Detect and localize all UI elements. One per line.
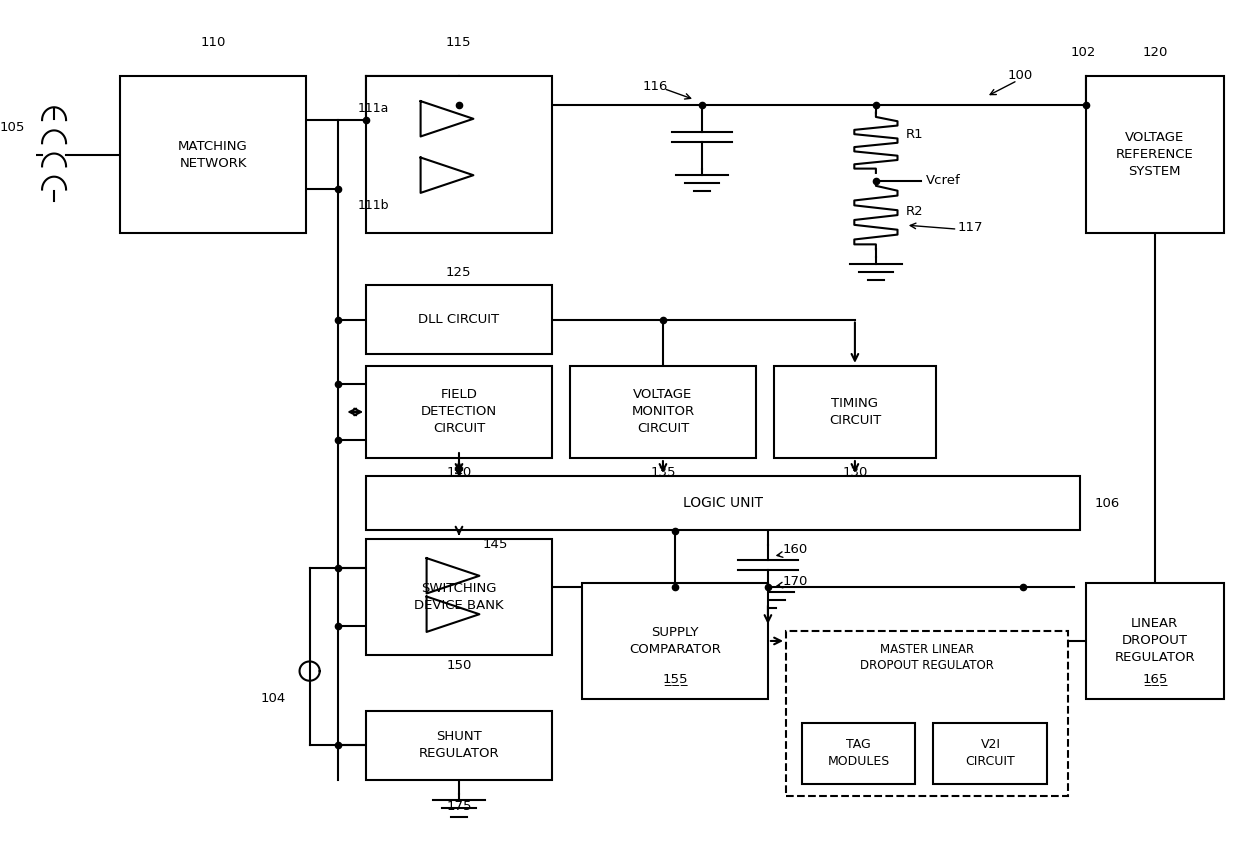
Text: R2: R2 <box>906 205 924 218</box>
Bar <box>366 285 552 354</box>
Text: 170: 170 <box>782 575 807 588</box>
Bar <box>120 77 306 233</box>
Text: MATCHING
NETWORK: MATCHING NETWORK <box>179 140 248 170</box>
Text: 145: 145 <box>484 538 508 551</box>
Bar <box>801 723 915 783</box>
Text: 150: 150 <box>446 659 471 673</box>
Text: 100: 100 <box>1007 69 1033 82</box>
Text: 130: 130 <box>842 466 868 479</box>
Text: VOLTAGE
MONITOR
CIRCUIT: VOLTAGE MONITOR CIRCUIT <box>631 388 694 436</box>
Text: TAG
MODULES: TAG MODULES <box>827 738 889 768</box>
Text: MASTER LINEAR
DROPOUT REGULATOR: MASTER LINEAR DROPOUT REGULATOR <box>861 643 993 672</box>
Text: V2I
CIRCUIT: V2I CIRCUIT <box>966 738 1016 768</box>
Bar <box>786 631 1068 796</box>
Text: VOLTAGE
REFERENCE
SYSTEM: VOLTAGE REFERENCE SYSTEM <box>1116 132 1194 178</box>
Bar <box>366 538 552 655</box>
Bar <box>774 365 936 458</box>
Bar <box>1086 582 1224 699</box>
Text: 105: 105 <box>0 121 25 133</box>
Text: 125: 125 <box>445 266 471 279</box>
Text: 111a: 111a <box>357 102 389 116</box>
Text: 140: 140 <box>446 466 471 479</box>
Bar <box>366 476 1080 531</box>
Text: 106: 106 <box>1094 496 1120 510</box>
Text: 1̲6̲5̲: 1̲6̲5̲ <box>1142 672 1168 684</box>
Text: R1: R1 <box>906 128 924 141</box>
Text: 155u: 155u <box>658 704 692 717</box>
Text: LOGIC UNIT: LOGIC UNIT <box>683 496 763 510</box>
Text: LINEAR
DROPOUT
REGULATOR: LINEAR DROPOUT REGULATOR <box>1115 618 1195 664</box>
Text: 160: 160 <box>782 543 807 556</box>
Text: SWITCHING
DEVICE BANK: SWITCHING DEVICE BANK <box>414 582 503 612</box>
Bar <box>366 365 552 458</box>
Text: 116: 116 <box>644 80 668 93</box>
Text: 104: 104 <box>260 691 286 705</box>
Text: 120: 120 <box>1142 46 1168 59</box>
Text: Vcref: Vcref <box>926 175 961 187</box>
Bar <box>366 77 552 233</box>
Text: 135: 135 <box>650 466 676 479</box>
Text: DLL CIRCUIT: DLL CIRCUIT <box>418 313 500 326</box>
Text: 111b: 111b <box>357 199 389 213</box>
Text: 110: 110 <box>201 36 227 49</box>
Text: TIMING
CIRCUIT: TIMING CIRCUIT <box>828 397 882 427</box>
Text: 117: 117 <box>957 221 983 234</box>
Bar <box>934 723 1048 783</box>
Bar <box>570 365 756 458</box>
Text: 175: 175 <box>446 800 471 813</box>
Text: 115: 115 <box>445 36 471 49</box>
Text: 1̲5̲5̲: 1̲5̲5̲ <box>662 672 688 684</box>
Bar <box>366 711 552 780</box>
Bar <box>582 582 768 699</box>
Bar <box>1086 77 1224 233</box>
Text: SUPPLY
COMPARATOR: SUPPLY COMPARATOR <box>629 626 720 656</box>
Text: FIELD
DETECTION
CIRCUIT: FIELD DETECTION CIRCUIT <box>420 388 497 436</box>
Text: 102: 102 <box>1070 46 1096 59</box>
Text: SHUNT
REGULATOR: SHUNT REGULATOR <box>419 730 500 760</box>
